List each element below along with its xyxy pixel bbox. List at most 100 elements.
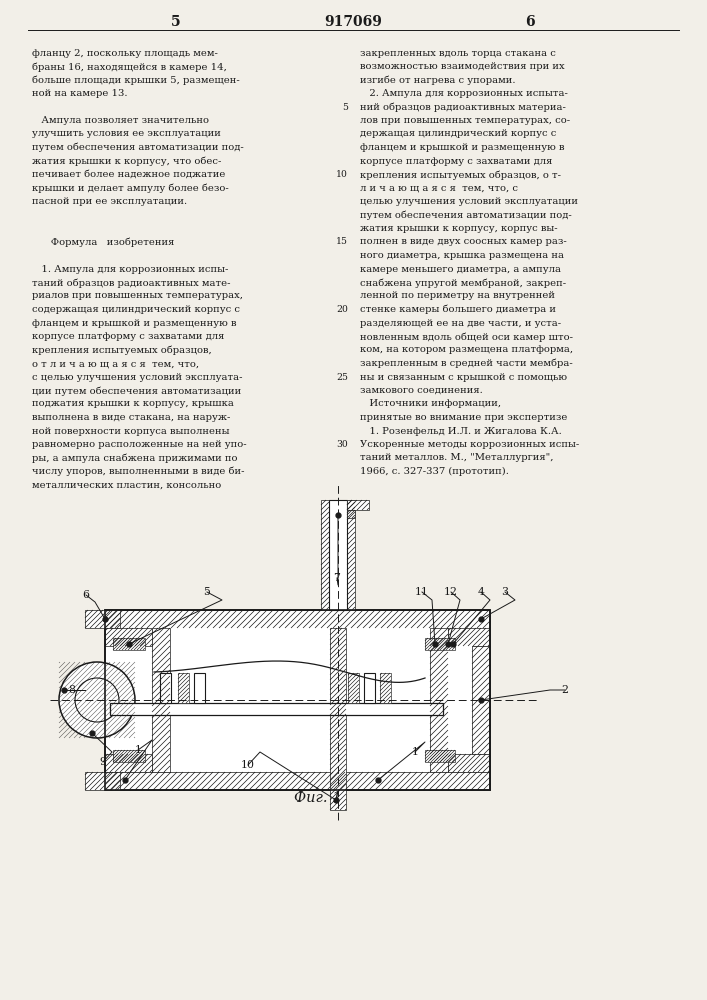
Text: крепления испытуемых образцов,: крепления испытуемых образцов, xyxy=(32,346,212,355)
Text: 9: 9 xyxy=(100,757,107,767)
Text: риалов при повышенных температурах,: риалов при повышенных температурах, xyxy=(32,292,243,300)
Text: 2: 2 xyxy=(561,685,568,695)
Bar xyxy=(425,638,455,650)
Text: камере меньшего диаметра, а ампула: камере меньшего диаметра, а ампула xyxy=(360,264,561,273)
Text: 10: 10 xyxy=(241,760,255,770)
Text: ком, на котором размещена платформа,: ком, на котором размещена платформа, xyxy=(360,346,573,355)
Text: ной на камере 13.: ной на камере 13. xyxy=(32,89,127,98)
Bar xyxy=(178,673,189,703)
Text: снабжена упругой мембраной, закреп-: снабжена упругой мембраной, закреп- xyxy=(360,278,566,288)
Bar xyxy=(194,673,205,703)
Bar xyxy=(347,500,369,510)
Text: содержащая цилиндрический корпус с: содержащая цилиндрический корпус с xyxy=(32,305,240,314)
Bar xyxy=(380,673,391,703)
Text: 6: 6 xyxy=(83,590,90,600)
Text: пасной при ее эксплуатации.: пасной при ее эксплуатации. xyxy=(32,197,187,206)
Bar xyxy=(105,772,490,790)
Text: улучшить условия ее эксплуатации: улучшить условия ее эксплуатации xyxy=(32,129,221,138)
Text: изгибе от нагрева с упорами.: изгибе от нагрева с упорами. xyxy=(360,76,515,85)
Text: полнен в виде двух соосных камер раз-: полнен в виде двух соосных камер раз- xyxy=(360,237,567,246)
Text: 4: 4 xyxy=(477,587,484,597)
Text: 8: 8 xyxy=(69,685,76,695)
Text: л и ч а ю щ а я с я  тем, что, с: л и ч а ю щ а я с я тем, что, с xyxy=(360,184,518,192)
Bar xyxy=(348,673,359,703)
Text: больше площади крышки 5, размещен-: больше площади крышки 5, размещен- xyxy=(32,76,240,85)
Text: разделяющей ее на две части, и уста-: разделяющей ее на две части, и уста- xyxy=(360,318,561,328)
Text: закрепленных вдоль торца стакана с: закрепленных вдоль торца стакана с xyxy=(360,48,556,57)
Text: 1: 1 xyxy=(411,747,419,757)
Bar xyxy=(329,500,347,610)
Circle shape xyxy=(75,678,119,722)
Text: ной поверхности корпуса выполнены: ной поверхности корпуса выполнены xyxy=(32,426,230,436)
Bar xyxy=(347,510,355,518)
Circle shape xyxy=(59,662,135,738)
Text: 15: 15 xyxy=(336,237,348,246)
Text: ры, а ампула снабжена прижимами по: ры, а ампула снабжена прижимами по xyxy=(32,454,238,463)
Bar xyxy=(105,754,152,772)
Bar xyxy=(160,673,171,703)
Text: 1: 1 xyxy=(134,745,141,755)
Text: закрепленным в средней части мембра-: закрепленным в средней части мембра- xyxy=(360,359,573,368)
Text: целью улучшения условий эксплуатации: целью улучшения условий эксплуатации xyxy=(360,197,578,206)
Bar xyxy=(110,703,443,715)
Text: 25: 25 xyxy=(336,372,348,381)
Text: браны 16, находящейся в камере 14,: браны 16, находящейся в камере 14, xyxy=(32,62,227,72)
Text: фланцем и крышкой и размещенную в: фланцем и крышкой и размещенную в xyxy=(360,143,564,152)
Text: 12: 12 xyxy=(444,587,458,597)
Text: ны и связанным с крышкой с помощью: ны и связанным с крышкой с помощью xyxy=(360,372,567,381)
Text: Фиг. 1: Фиг. 1 xyxy=(294,791,341,805)
Bar xyxy=(448,646,472,754)
Bar xyxy=(152,628,170,772)
Bar xyxy=(321,500,329,610)
Text: держащая цилиндрический корпус с: держащая цилиндрический корпус с xyxy=(360,129,556,138)
Text: 10: 10 xyxy=(336,170,348,179)
Text: 2. Ампула для коррозионных испыта-: 2. Ампула для коррозионных испыта- xyxy=(360,89,568,98)
Bar xyxy=(105,610,490,790)
Text: возможностью взаимодействия при их: возможностью взаимодействия при их xyxy=(360,62,565,71)
Bar xyxy=(105,628,490,772)
Text: 5: 5 xyxy=(171,15,181,29)
Text: 5: 5 xyxy=(204,587,211,597)
Bar xyxy=(347,500,355,610)
Text: 20: 20 xyxy=(336,305,348,314)
Bar xyxy=(85,610,120,628)
Text: равномерно расположенные на ней упо-: равномерно расположенные на ней упо- xyxy=(32,440,247,449)
Text: 7: 7 xyxy=(334,573,341,583)
Text: ции путем обеспечения автоматизации: ции путем обеспечения автоматизации xyxy=(32,386,241,395)
Text: принятые во внимание при экспертизе: принятые во внимание при экспертизе xyxy=(360,413,568,422)
Bar xyxy=(105,610,490,790)
Text: корпусе платформу с захватами для: корпусе платформу с захватами для xyxy=(32,332,224,341)
Bar xyxy=(430,628,448,772)
Text: поджатия крышки к корпусу, крышка: поджатия крышки к корпусу, крышка xyxy=(32,399,234,408)
Bar xyxy=(113,638,145,650)
Text: замкового соединения.: замкового соединения. xyxy=(360,386,483,395)
Text: 30: 30 xyxy=(337,440,348,449)
Text: ленной по периметру на внутренней: ленной по периметру на внутренней xyxy=(360,292,555,300)
Bar xyxy=(85,772,120,790)
Text: 917069: 917069 xyxy=(324,15,382,29)
Text: корпусе платформу с захватами для: корпусе платформу с захватами для xyxy=(360,156,552,165)
Text: лов при повышенных температурах, со-: лов при повышенных температурах, со- xyxy=(360,116,570,125)
Text: ний образцов радиоактивных материа-: ний образцов радиоактивных материа- xyxy=(360,103,566,112)
Text: путем обеспечения автоматизации под-: путем обеспечения автоматизации под- xyxy=(32,143,244,152)
Text: 3: 3 xyxy=(501,587,508,597)
Bar xyxy=(448,754,490,772)
Text: Ускоренные методы коррозионных испы-: Ускоренные методы коррозионных испы- xyxy=(360,440,579,449)
Text: Формула   изобретения: Формула изобретения xyxy=(32,237,175,247)
Text: ного диаметра, крышка размещена на: ного диаметра, крышка размещена на xyxy=(360,251,564,260)
Bar xyxy=(330,628,346,810)
Bar xyxy=(113,750,145,762)
Text: 1966, с. 327-337 (прототип).: 1966, с. 327-337 (прототип). xyxy=(360,467,509,476)
Text: 1. Ампула для коррозионных испы-: 1. Ампула для коррозионных испы- xyxy=(32,264,228,273)
Bar xyxy=(105,610,490,628)
Text: стенке камеры большего диаметра и: стенке камеры большего диаметра и xyxy=(360,305,556,314)
Text: с целью улучшения условий эксплуата-: с целью улучшения условий эксплуата- xyxy=(32,372,243,381)
Text: крышки и делает ампулу более безо-: крышки и делает ампулу более безо- xyxy=(32,184,229,193)
Text: Ампула позволяет значительно: Ампула позволяет значительно xyxy=(32,116,209,125)
Text: жатия крышки к корпусу, что обес-: жатия крышки к корпусу, что обес- xyxy=(32,156,221,166)
Text: таний образцов радиоактивных мате-: таний образцов радиоактивных мате- xyxy=(32,278,230,288)
Bar xyxy=(425,750,455,762)
Text: печивает более надежное поджатие: печивает более надежное поджатие xyxy=(32,170,226,179)
Text: 5: 5 xyxy=(342,103,348,111)
Text: новленным вдоль общей оси камер што-: новленным вдоль общей оси камер што- xyxy=(360,332,573,342)
